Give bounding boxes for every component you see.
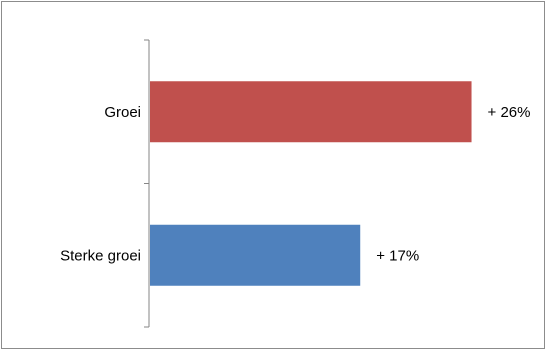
bar-0 xyxy=(150,81,472,142)
bar-1 xyxy=(150,225,360,286)
bars xyxy=(150,81,472,286)
data-label-0: + 26% xyxy=(488,104,531,121)
data-label-1: + 17% xyxy=(376,247,419,264)
category-label-1: Sterke groei xyxy=(60,247,141,264)
category-axis xyxy=(144,40,149,327)
category-label-0: Groei xyxy=(104,104,141,121)
